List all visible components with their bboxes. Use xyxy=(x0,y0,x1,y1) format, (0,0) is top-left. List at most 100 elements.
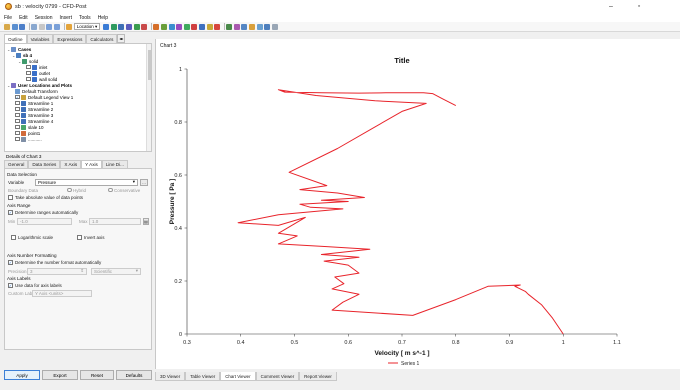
tab-x-axis[interactable]: X Axis xyxy=(60,160,82,168)
determine-ranges-checkbox[interactable]: ✓ xyxy=(8,210,13,215)
export-button[interactable]: Export xyxy=(42,370,78,380)
visibility-checkbox[interactable]: ✓ xyxy=(15,94,20,100)
report-icon[interactable] xyxy=(248,23,255,30)
open-file-icon[interactable] xyxy=(11,23,18,30)
visibility-checkbox[interactable] xyxy=(26,64,31,70)
precision-type-dropdown[interactable]: Scientific ▾ xyxy=(91,267,141,275)
variable-dropdown[interactable]: Pressure ▾ xyxy=(35,178,138,186)
visibility-checkbox[interactable] xyxy=(15,118,20,124)
contour-icon[interactable] xyxy=(110,23,117,30)
custom-label-field[interactable]: Y Axis <units> xyxy=(32,289,92,297)
visibility-checkbox[interactable] xyxy=(15,124,20,130)
animation-icon[interactable] xyxy=(271,23,278,30)
visibility-checkbox[interactable] xyxy=(15,130,20,136)
use-data-checkbox[interactable]: ✓ xyxy=(8,283,13,288)
invert-axis-checkbox[interactable] xyxy=(77,235,82,240)
comment-icon[interactable] xyxy=(256,23,263,30)
min-field[interactable]: -1.0 xyxy=(17,217,72,225)
undo-icon[interactable] xyxy=(46,23,53,30)
variable-icon[interactable] xyxy=(241,23,248,30)
tree-item-partial[interactable]: ........... xyxy=(15,136,42,142)
menu-session[interactable]: Session xyxy=(34,14,53,21)
volume-rendering-icon[interactable] xyxy=(133,23,140,30)
precision-spinbox[interactable]: 3 ⇕ xyxy=(27,267,87,275)
tab-outline[interactable]: Outline xyxy=(4,34,27,43)
visibility-checkbox[interactable] xyxy=(15,100,20,106)
tab-3d-viewer[interactable]: 3D Viewer xyxy=(155,372,186,381)
location-dropdown[interactable]: Location ▾ xyxy=(73,23,101,30)
visibility-checkbox[interactable] xyxy=(26,70,31,76)
chevron-down-icon[interactable]: ⌄ xyxy=(12,52,16,58)
menu-help[interactable]: Help xyxy=(97,14,108,21)
tree-item-domain[interactable]: ⌄ solid xyxy=(18,58,38,64)
scrollbar-thumb[interactable] xyxy=(148,50,151,80)
visibility-checkbox[interactable] xyxy=(15,112,20,118)
mesh-icon[interactable] xyxy=(198,23,205,30)
tab-scroll-arrows[interactable]: ◂▸ xyxy=(117,34,126,43)
chevron-down-icon[interactable]: ⌄ xyxy=(7,46,11,52)
variable-browse-button[interactable]: … xyxy=(140,178,148,186)
tree-item-streamline[interactable]: Streamline 2 xyxy=(15,106,53,112)
tab-y-axis[interactable]: Y Axis xyxy=(81,160,102,168)
streamline-icon[interactable] xyxy=(118,23,125,30)
legend-icon[interactable] xyxy=(176,23,183,30)
figure-icon[interactable] xyxy=(264,23,271,30)
menu-edit[interactable]: Edit xyxy=(19,14,28,21)
log-scale-checkbox[interactable] xyxy=(11,235,16,240)
tab-expressions[interactable]: Expressions xyxy=(53,34,87,43)
visibility-checkbox[interactable] xyxy=(26,76,31,82)
determine-number-checkbox[interactable]: ✓ xyxy=(8,260,13,265)
tree-item-default-transform[interactable]: Default Transform xyxy=(15,88,58,94)
menu-insert[interactable]: Insert xyxy=(59,14,72,21)
new-file-icon[interactable] xyxy=(4,23,10,30)
text-icon[interactable] xyxy=(153,23,160,30)
tree-item-wall[interactable]: wall solid xyxy=(26,76,57,82)
tab-general[interactable]: General xyxy=(4,160,29,168)
tree-item-outlet[interactable]: outlet xyxy=(26,70,50,76)
abs-value-checkbox[interactable] xyxy=(8,195,13,200)
apply-button[interactable]: Apply xyxy=(4,370,40,380)
tree-item-slice[interactable]: slale 10 xyxy=(15,124,44,130)
tree-item-cases[interactable]: ⌄ Cases xyxy=(7,46,31,52)
chevron-down-icon[interactable]: ⌄ xyxy=(7,82,11,88)
color-map-icon[interactable] xyxy=(168,23,175,30)
tab-variables[interactable]: Variables xyxy=(26,34,54,43)
tab-line-display[interactable]: Line Di... xyxy=(101,160,128,168)
line-chart[interactable]: 0.3 0.4 0.5 0.6 0.7 0.8 0.9 1 1.1 0 0.2 0.4 0.6 0.8 1 T… xyxy=(156,39,680,369)
visibility-checkbox[interactable] xyxy=(15,136,20,142)
maximize-button[interactable]: ▫ xyxy=(637,3,641,10)
table-icon[interactable] xyxy=(206,23,213,30)
tab-comment-viewer[interactable]: Comment Viewer xyxy=(255,372,300,381)
expression-icon[interactable] xyxy=(233,23,240,30)
tree-item-user-locations[interactable]: ⌄ User Locations and Plots xyxy=(7,82,72,88)
print-icon[interactable] xyxy=(38,23,45,30)
particle-track-icon[interactable] xyxy=(126,23,133,30)
max-spin-button[interactable]: ▤ xyxy=(143,217,149,225)
isosurface-icon[interactable] xyxy=(141,23,148,30)
redo-icon[interactable] xyxy=(54,23,61,30)
max-field[interactable]: 1.0 xyxy=(89,217,141,225)
clip-plane-icon[interactable] xyxy=(160,23,167,30)
tab-table-viewer[interactable]: Table Viewer xyxy=(185,372,221,381)
visibility-checkbox[interactable] xyxy=(15,106,20,112)
menu-tools[interactable]: Tools xyxy=(79,14,91,21)
conservative-radio[interactable] xyxy=(108,187,113,192)
hybrid-radio[interactable] xyxy=(67,187,72,192)
tree-item-inlet[interactable]: inlet xyxy=(26,64,47,70)
coordinate-frame-icon[interactable] xyxy=(191,23,198,30)
tree-item-point[interactable]: point1 xyxy=(15,130,40,136)
reset-button[interactable]: Reset xyxy=(80,370,114,380)
load-results-icon[interactable] xyxy=(31,23,38,30)
menu-file[interactable]: File xyxy=(4,14,13,21)
tree-item-case[interactable]: ⌄ sb 4 xyxy=(12,52,32,58)
save-icon[interactable] xyxy=(19,23,26,30)
chart-icon[interactable] xyxy=(214,23,221,30)
vector-icon[interactable] xyxy=(103,23,110,30)
tree-item-streamline[interactable]: Streamline 4 xyxy=(15,118,53,124)
tree-scrollbar[interactable] xyxy=(146,44,151,151)
tab-calculators[interactable]: Calculators xyxy=(86,34,118,43)
minimize-button[interactable]: – xyxy=(609,3,613,10)
chevron-down-icon[interactable]: ⌄ xyxy=(18,58,22,64)
tree-item-streamline[interactable]: Streamline 3 xyxy=(15,112,53,118)
tab-data-series[interactable]: Data Series xyxy=(28,160,61,168)
